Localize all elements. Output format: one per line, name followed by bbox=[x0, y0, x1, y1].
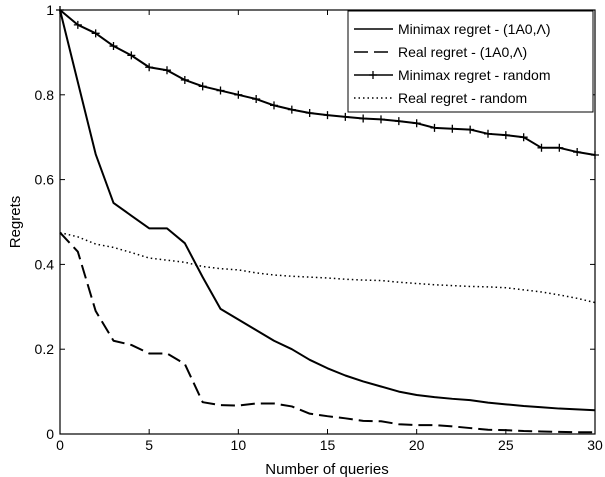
plus-marker bbox=[377, 115, 385, 124]
plus-marker bbox=[270, 101, 278, 110]
series-2 bbox=[59, 231, 595, 434]
x-tick-label: 30 bbox=[587, 437, 603, 453]
plus-marker bbox=[394, 117, 403, 126]
legend-entry-2: Real regret - (1A0,Λ) bbox=[354, 44, 527, 60]
plus-marker bbox=[412, 119, 421, 128]
legend-label: Minimax regret - (1A0,Λ) bbox=[398, 21, 551, 37]
plus-marker bbox=[163, 66, 171, 75]
legend-label: Real regret - random bbox=[398, 90, 527, 106]
plus-marker bbox=[305, 109, 314, 118]
series-1 bbox=[59, 9, 596, 412]
x-tick-label: 25 bbox=[498, 437, 514, 453]
legend-box bbox=[347, 10, 594, 113]
legend-items: Minimax regret - (1A0,Λ) Real regret - (1… bbox=[354, 21, 551, 106]
legend-label: Real regret - (1A0,Λ) bbox=[398, 44, 527, 60]
y-tick-label: 0.6 bbox=[35, 172, 55, 188]
series-3 bbox=[56, 6, 599, 160]
x-tick-label: 10 bbox=[231, 437, 247, 453]
y-tick-label: 0 bbox=[46, 426, 54, 442]
series-line bbox=[59, 231, 596, 304]
plus-marker bbox=[198, 82, 207, 91]
plus-marker bbox=[466, 125, 475, 134]
plus-marker bbox=[573, 148, 582, 157]
x-tick-label: 5 bbox=[145, 437, 153, 453]
x-tick-label: 20 bbox=[409, 437, 425, 453]
y-tick-label: 0.8 bbox=[35, 87, 55, 103]
legend-entry-1: Minimax regret - (1A0,Λ) bbox=[354, 21, 551, 37]
plus-marker bbox=[127, 51, 136, 60]
axis-ticks: 0 5 10 15 20 25 30 0 0.2 0.4 0.6 0.8 1 bbox=[35, 2, 603, 453]
series-line bbox=[59, 9, 596, 412]
legend-entry-4: Real regret - random bbox=[354, 90, 527, 106]
plus-marker bbox=[369, 71, 377, 79]
x-axis-label: Number of queries bbox=[265, 461, 388, 477]
plus-marker bbox=[519, 133, 528, 142]
series-4 bbox=[59, 231, 596, 304]
plus-marker bbox=[501, 131, 510, 140]
x-tick-label: 0 bbox=[56, 437, 64, 453]
plus-marker bbox=[234, 90, 243, 99]
legend-label: Minimax regret - random bbox=[398, 67, 551, 83]
plus-marker bbox=[287, 105, 296, 114]
plus-marker bbox=[109, 42, 118, 51]
plus-marker bbox=[180, 75, 189, 84]
plus-marker bbox=[537, 143, 546, 152]
plus-marker bbox=[341, 112, 350, 121]
y-axis-label: Regrets bbox=[7, 196, 24, 249]
series-line bbox=[59, 231, 595, 434]
plus-marker bbox=[252, 95, 261, 104]
plus-marker bbox=[216, 86, 225, 95]
plus-marker bbox=[448, 124, 457, 133]
plus-marker bbox=[145, 63, 154, 72]
plus-marker bbox=[323, 111, 332, 120]
y-tick-label: 1 bbox=[46, 2, 54, 18]
plus-marker bbox=[359, 114, 368, 123]
plus-marker bbox=[555, 143, 564, 152]
legend: Minimax regret - (1A0,Λ) Real regret - (1… bbox=[347, 10, 594, 113]
y-tick-label: 0.4 bbox=[35, 256, 55, 272]
plus-marker bbox=[430, 123, 439, 132]
y-tick-label: 0.2 bbox=[35, 341, 55, 357]
plus-marker bbox=[73, 20, 82, 29]
plus-marker bbox=[484, 129, 492, 138]
x-tick-label: 15 bbox=[320, 437, 336, 453]
legend-entry-3: Minimax regret - random bbox=[354, 67, 551, 83]
plus-marker bbox=[91, 29, 100, 38]
